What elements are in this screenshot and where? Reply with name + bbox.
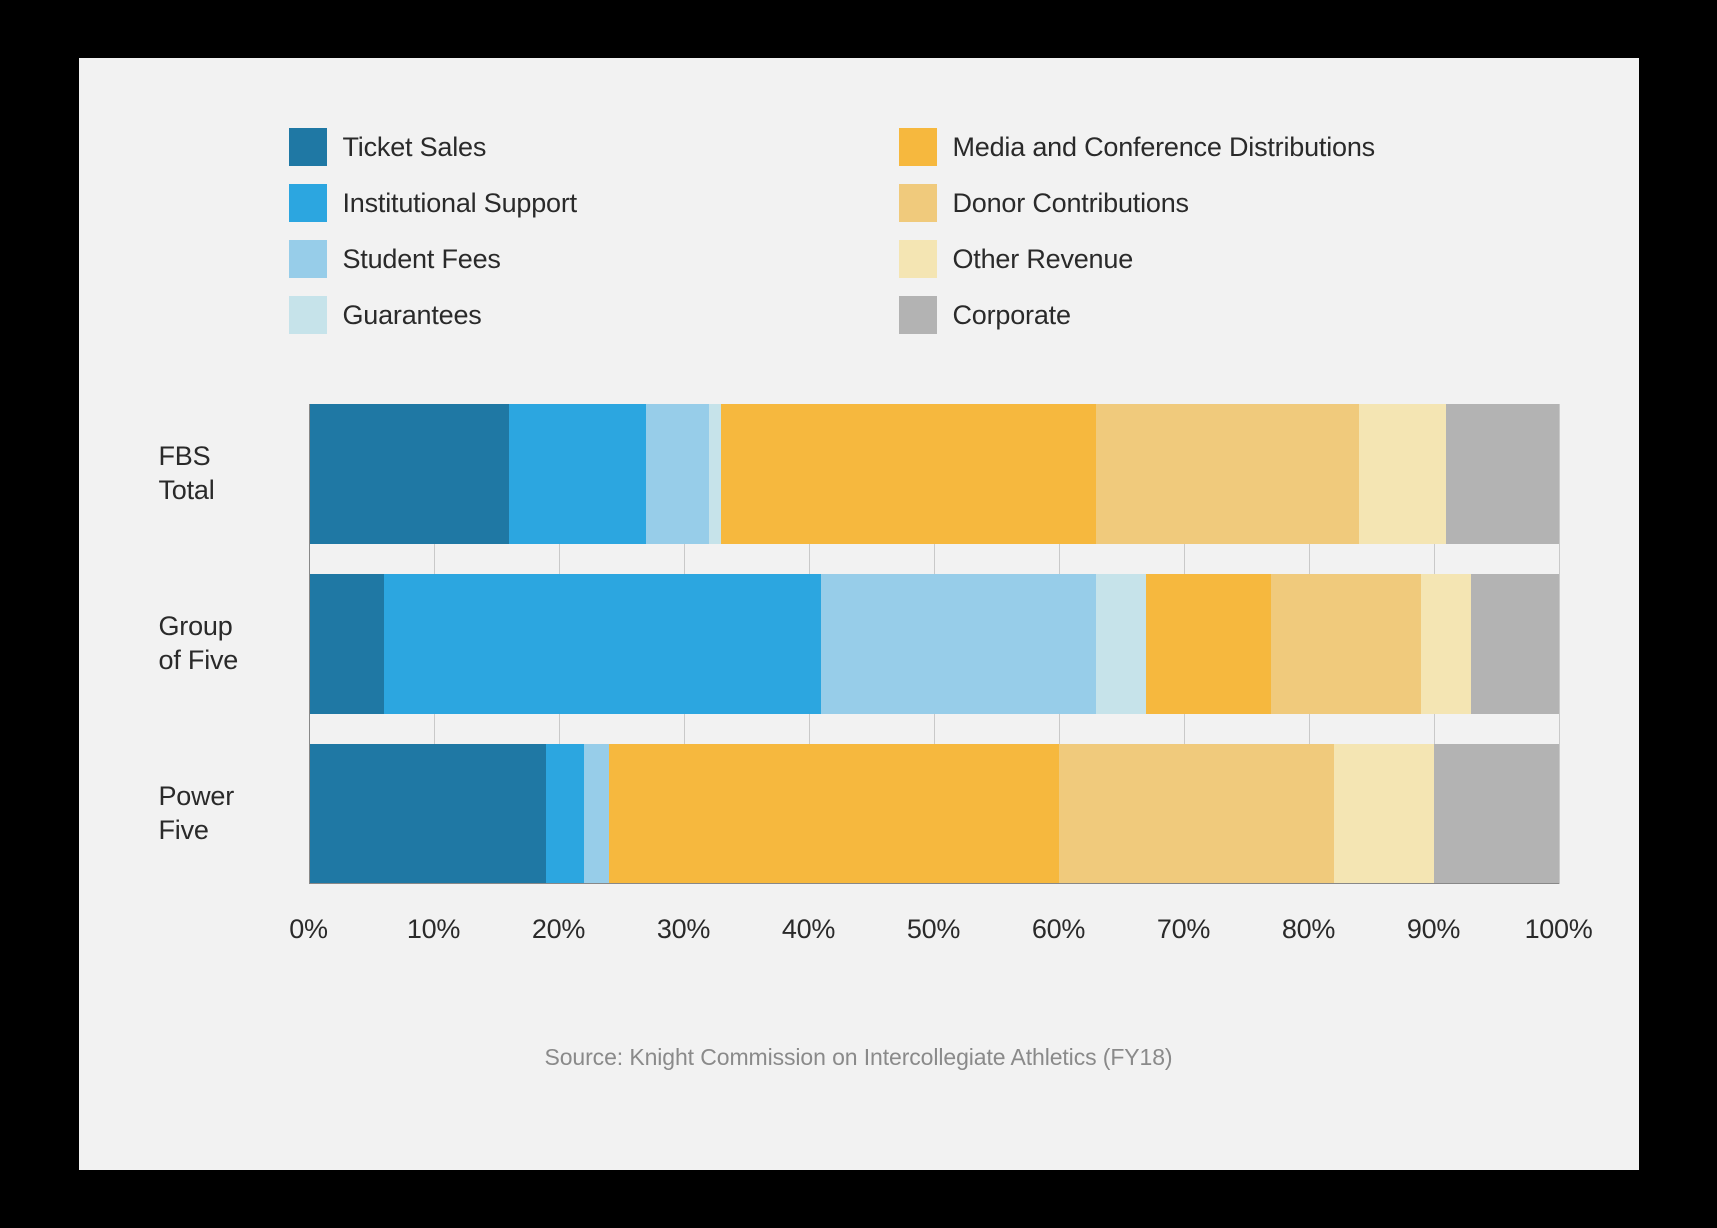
x-tick-label: 50%: [907, 914, 960, 945]
x-tick-label: 90%: [1407, 914, 1460, 945]
gridline: [1559, 404, 1560, 884]
bar-row: [309, 744, 1559, 884]
bar-segment-corporate: [1434, 744, 1559, 884]
bar-row: [309, 574, 1559, 714]
bar-segment-donor: [1096, 404, 1359, 544]
x-tick-label: 30%: [657, 914, 710, 945]
legend-label: Ticket Sales: [343, 132, 487, 163]
legend-label: Media and Conference Distributions: [953, 132, 1375, 163]
legend-item: Other Revenue: [899, 240, 1389, 278]
legend-swatch: [289, 184, 327, 222]
x-tick-label: 70%: [1157, 914, 1210, 945]
x-axis-line: [309, 883, 1559, 884]
bar-segment-institutional_support: [384, 574, 822, 714]
legend-label: Guarantees: [343, 300, 482, 331]
x-axis-ticks: 0%10%20%30%40%50%60%70%80%90%100%: [309, 914, 1559, 954]
source-text: Source: Knight Commission on Intercolleg…: [159, 1044, 1559, 1071]
y-axis-line: [309, 404, 310, 884]
bar-segment-other: [1421, 574, 1471, 714]
legend-swatch: [899, 240, 937, 278]
x-tick-label: 60%: [1032, 914, 1085, 945]
legend-label: Other Revenue: [953, 244, 1134, 275]
x-tick-label: 100%: [1525, 914, 1593, 945]
x-tick-label: 80%: [1282, 914, 1335, 945]
legend-item: Ticket Sales: [289, 128, 779, 166]
bar-segment-media: [721, 404, 1096, 544]
legend-item: Guarantees: [289, 296, 779, 334]
x-tick-label: 0%: [289, 914, 327, 945]
y-axis-label: Groupof Five: [159, 574, 289, 714]
x-tick-label: 40%: [782, 914, 835, 945]
bar-segment-student_fees: [646, 404, 709, 544]
x-tick-label: 20%: [532, 914, 585, 945]
bar-segment-ticket_sales: [309, 404, 509, 544]
bar-segment-media: [609, 744, 1059, 884]
bar-segment-corporate: [1446, 404, 1559, 544]
legend-label: Donor Contributions: [953, 188, 1189, 219]
chart-area: FBSTotal Groupof Five PowerFive: [159, 404, 1559, 884]
legend-item: Corporate: [899, 296, 1389, 334]
x-tick-label: 10%: [407, 914, 460, 945]
bar-segment-institutional_support: [546, 744, 584, 884]
legend-swatch: [899, 128, 937, 166]
legend-swatch: [899, 184, 937, 222]
bar-segment-guarantees: [1096, 574, 1146, 714]
bar-segment-ticket_sales: [309, 744, 547, 884]
bar-segment-other: [1334, 744, 1434, 884]
legend-item: Student Fees: [289, 240, 779, 278]
bar-segment-other: [1359, 404, 1447, 544]
legend-item: Donor Contributions: [899, 184, 1389, 222]
legend-swatch: [289, 240, 327, 278]
legend-label: Corporate: [953, 300, 1071, 331]
bar-segment-media: [1146, 574, 1271, 714]
legend-label: Institutional Support: [343, 188, 577, 219]
bar-segment-donor: [1059, 744, 1334, 884]
bar-segment-guarantees: [709, 404, 722, 544]
legend-item: Institutional Support: [289, 184, 779, 222]
legend-swatch: [899, 296, 937, 334]
legend-item: Media and Conference Distributions: [899, 128, 1389, 166]
y-axis-label: FBSTotal: [159, 404, 289, 544]
legend-swatch: [289, 296, 327, 334]
bar-segment-ticket_sales: [309, 574, 384, 714]
chart-card: Ticket Sales Media and Conference Distrib…: [79, 58, 1639, 1170]
bar-segment-student_fees: [584, 744, 609, 884]
bar-segment-donor: [1271, 574, 1421, 714]
bar-segment-corporate: [1471, 574, 1559, 714]
y-axis-label: PowerFive: [159, 744, 289, 884]
legend-label: Student Fees: [343, 244, 501, 275]
bar-segment-student_fees: [821, 574, 1096, 714]
bars-container: [309, 404, 1559, 884]
bar-row: [309, 404, 1559, 544]
plot-area: [309, 404, 1559, 884]
legend-swatch: [289, 128, 327, 166]
y-axis-labels: FBSTotal Groupof Five PowerFive: [159, 404, 309, 884]
legend: Ticket Sales Media and Conference Distrib…: [289, 128, 1389, 334]
bar-segment-institutional_support: [509, 404, 647, 544]
